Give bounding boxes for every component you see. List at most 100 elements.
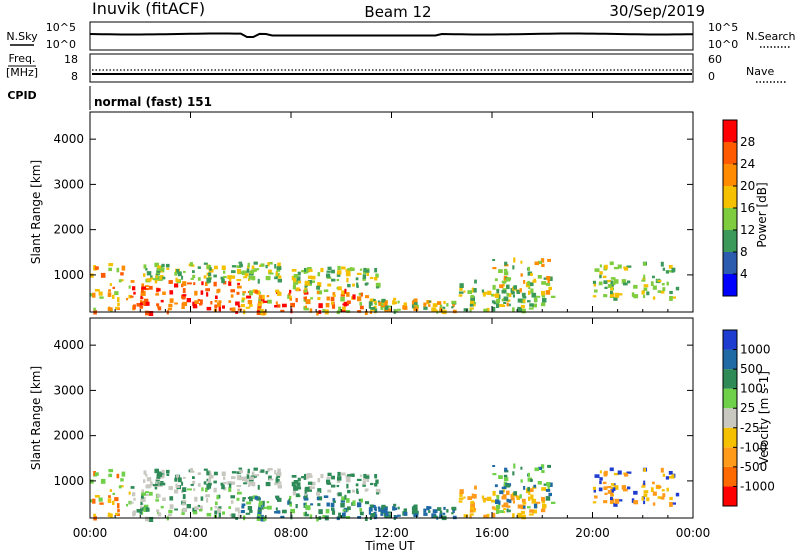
velocity-cell: [227, 481, 232, 486]
velocity-cell: [269, 467, 273, 471]
x-tick-label: 00:00: [73, 526, 108, 540]
velocity-cell: [203, 481, 207, 485]
velocity-cell: [247, 468, 250, 474]
power-cell: [136, 303, 140, 307]
velocity-cell: [331, 510, 336, 515]
velocity-cell: [303, 502, 306, 506]
velocity-cell: [599, 477, 603, 481]
velocity-cell: [199, 505, 203, 511]
velocity-cell: [550, 501, 556, 504]
power-cell: [346, 277, 349, 283]
power-cell: [492, 267, 497, 270]
power-cell: [160, 299, 164, 303]
power-cell: [451, 300, 457, 304]
velocity-cell: [140, 501, 143, 506]
velocity-cell: [277, 510, 281, 514]
power-cell: [316, 285, 321, 290]
power-cell: [115, 306, 119, 310]
power-cell: [496, 298, 501, 303]
power-cell: [223, 275, 227, 279]
power-cell: [643, 274, 646, 279]
velocity-cell: [157, 471, 161, 475]
velocity-cell: [660, 496, 665, 500]
power-cell: [373, 298, 376, 302]
y-tick-label: 3000: [53, 383, 84, 397]
power-cell: [508, 303, 511, 307]
velocity-cell: [306, 474, 311, 479]
power-cell: [492, 259, 496, 261]
power-cell: [223, 270, 226, 274]
power-cell: [154, 262, 159, 268]
velocity-cell: [309, 514, 313, 519]
power-cell: [643, 287, 648, 291]
power-cell: [290, 302, 295, 308]
velocity-cell: [229, 513, 233, 517]
power-cell: [650, 281, 654, 286]
power-cell: [657, 290, 662, 293]
velocity-cell: [238, 467, 243, 470]
velocity-cell: [513, 463, 516, 469]
velocity-cell: [177, 477, 182, 483]
velocity-colorbar-tick-label: 100: [740, 382, 763, 396]
power-cell: [126, 297, 129, 301]
velocity-cell: [373, 504, 376, 508]
velocity-cell: [512, 513, 515, 519]
power-cell: [347, 283, 351, 288]
velocity-cell: [523, 486, 526, 490]
power-cell: [150, 277, 154, 280]
velocity-colorbar-segment: [723, 427, 737, 448]
power-cell: [100, 272, 106, 278]
power-cell: [183, 270, 186, 273]
power-cell: [230, 289, 235, 293]
velocity-cell: [266, 501, 270, 504]
velocity-cell: [159, 482, 162, 486]
velocity-cell: [333, 500, 336, 503]
velocity-cell: [296, 493, 300, 498]
power-cell: [546, 276, 551, 281]
power-cell: [241, 297, 246, 301]
power-cell: [148, 311, 154, 316]
velocity-cell: [503, 508, 507, 510]
power-cell: [496, 303, 500, 308]
power-cell: [156, 303, 160, 307]
x-tick-label: 00:00: [676, 526, 711, 540]
velocity-cell: [613, 472, 619, 476]
power-cell: [117, 297, 120, 303]
station-title: Inuvik (fitACF): [92, 0, 205, 18]
velocity-cell: [641, 496, 644, 501]
power-cell: [210, 301, 213, 305]
velocity-cell: [340, 499, 345, 503]
power-cell: [318, 303, 323, 309]
velocity-cell: [519, 494, 522, 499]
velocity-cell: [274, 511, 279, 514]
velocity-cell: [320, 473, 324, 479]
cpid-mode-text: normal (fast) 151: [94, 95, 212, 109]
velocity-cell: [192, 476, 195, 479]
velocity-cell: [613, 485, 619, 490]
velocity-cell: [541, 496, 545, 502]
power-cell: [481, 289, 485, 293]
power-cell: [668, 265, 673, 269]
power-cell: [206, 277, 212, 283]
velocity-cell: [369, 504, 374, 508]
power-cell: [376, 286, 379, 289]
power-cell: [610, 285, 614, 291]
velocity-cell: [543, 483, 547, 486]
velocity-cell: [341, 496, 346, 501]
power-cell: [340, 296, 345, 302]
velocity-cell: [643, 500, 646, 505]
velocity-colorbar-segment: [723, 466, 737, 487]
velocity-cell: [617, 499, 623, 502]
velocity-cell: [471, 493, 475, 499]
velocity-cell: [237, 514, 243, 517]
power-cell: [277, 304, 281, 308]
velocity-cell: [527, 486, 530, 492]
panel-axes: 1000 2000 3000 4000 1000 2000 3000 4000 00:00 04:…: [53, 112, 710, 540]
velocity-cell: [162, 474, 165, 479]
velocity-cell: [301, 476, 305, 479]
power-cell: [533, 297, 538, 303]
power-cell: [235, 301, 240, 306]
velocity-cell: [289, 503, 292, 507]
power-cell: [141, 283, 145, 287]
velocity-cell: [359, 508, 363, 512]
